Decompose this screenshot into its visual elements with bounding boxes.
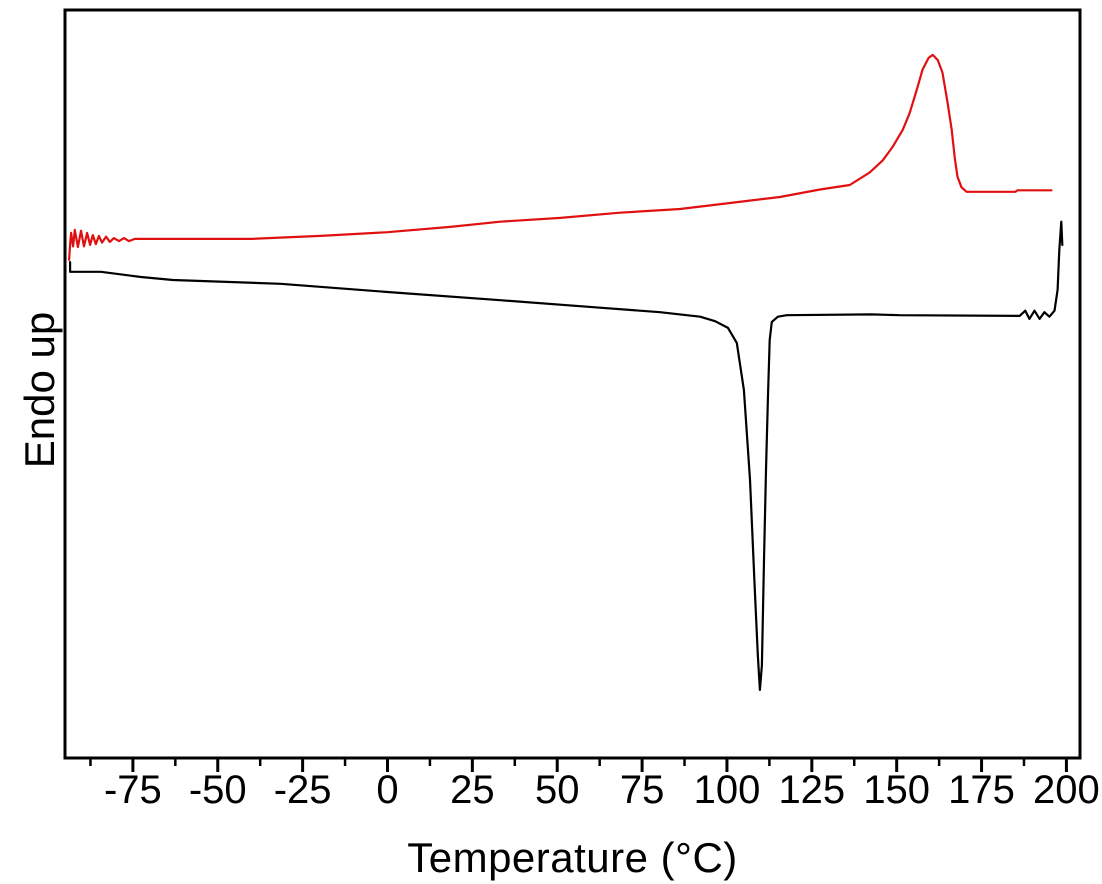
x-tick-label: 50 (535, 768, 580, 812)
x-tick-label: 150 (863, 768, 930, 812)
x-tick-label: 75 (620, 768, 665, 812)
x-tick-label: -25 (274, 768, 332, 812)
x-tick-label: 200 (1033, 768, 1100, 812)
curve-cooling-scan (69, 220, 1064, 691)
x-tick-label: 100 (694, 768, 761, 812)
x-tick-label: -50 (189, 768, 247, 812)
x-tick-label: 175 (948, 768, 1015, 812)
plot-frame (63, 8, 1082, 760)
x-tick-label: 125 (778, 768, 845, 812)
x-axis-title: Temperature (°C) (407, 834, 738, 881)
y-axis-title: Endo up (16, 311, 63, 469)
x-tick-label: 0 (376, 768, 398, 812)
x-tick-label: 25 (450, 768, 495, 812)
curve-heating-scan (68, 53, 1053, 261)
x-tick-label: -75 (104, 768, 162, 812)
